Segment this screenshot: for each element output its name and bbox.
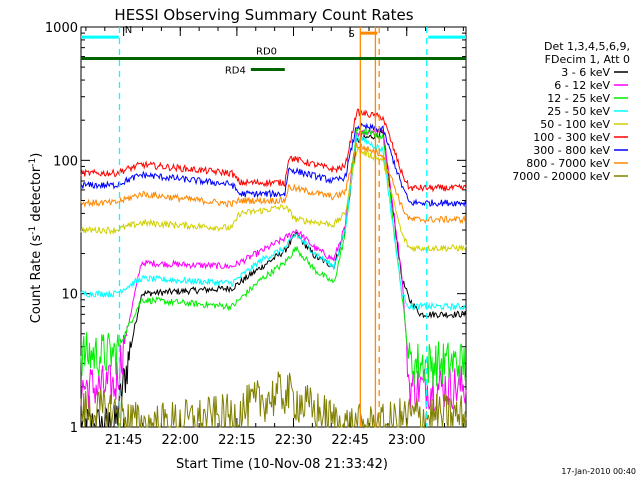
- legend-label: 50 - 100 keV: [540, 118, 610, 131]
- annotation-label: N: [125, 25, 132, 36]
- series-line: [80, 371, 467, 429]
- y-axis-label-sup2: -1: [28, 158, 38, 167]
- legend-header-line-1: Det 1,3,4,5,6,9,: [544, 40, 630, 53]
- footer-timestamp: 17-Jan-2010 00:40: [561, 467, 636, 476]
- series-line: [80, 133, 467, 312]
- series-line: [80, 129, 467, 428]
- legend-label: 100 - 300 keV: [533, 131, 610, 144]
- annotation-label: S: [348, 29, 354, 40]
- y-axis-label: Count Rate (s-1 detector-1): [28, 153, 44, 324]
- series-line: [80, 147, 467, 253]
- annotation-label: RD4: [225, 66, 246, 77]
- annotation-label: RD0: [256, 47, 277, 58]
- legend: Det 1,3,4,5,6,9, FDecim 1, Att 0 3 - 6 k…: [512, 40, 630, 183]
- plot-frame: [80, 26, 467, 428]
- chart-title: HESSI Observing Summary Count Rates: [114, 6, 413, 24]
- x-tick-label: 22:30: [275, 433, 312, 448]
- y-axis-label-start: Count Rate (s: [29, 235, 44, 324]
- legend-label: 12 - 25 keV: [547, 92, 610, 105]
- legend-header-line-2: FDecim 1, Att 0: [545, 53, 630, 66]
- y-tick-label: 10: [61, 288, 78, 303]
- series-line: [80, 128, 467, 412]
- series-line: [80, 142, 467, 225]
- legend-label: 25 - 50 keV: [547, 105, 610, 118]
- y-tick-label: 1: [70, 421, 78, 436]
- x-axis-label: Start Time (10-Nov-08 21:33:42): [176, 457, 388, 472]
- x-tick-label: 22:45: [331, 433, 368, 448]
- y-axis-label-sup1: -1: [28, 226, 38, 235]
- legend-label: 6 - 12 keV: [554, 79, 610, 92]
- y-tick-label: 1000: [45, 21, 78, 36]
- y-axis-label-end: ): [29, 153, 44, 158]
- series-line: [80, 125, 467, 387]
- series-line: [80, 108, 467, 193]
- y-tick-label: 100: [53, 154, 78, 169]
- legend-label: 800 - 7000 keV: [526, 157, 610, 170]
- plot-area: 1 10 100 1000 21:45 22:00 22:15 22:30 22:45 23:00…: [45, 21, 467, 448]
- series-line: [80, 122, 467, 208]
- x-tick-label: 22:00: [162, 433, 199, 448]
- legend-label: 300 - 800 keV: [533, 144, 610, 157]
- x-tick-label: 21:45: [105, 433, 142, 448]
- legend-label: 7000 - 20000 keV: [512, 170, 610, 183]
- x-tick-label: 22:15: [218, 433, 255, 448]
- y-axis-label-mid: detector: [29, 166, 44, 226]
- legend-label: 3 - 6 keV: [561, 66, 610, 79]
- x-tick-label: 23:00: [388, 433, 425, 448]
